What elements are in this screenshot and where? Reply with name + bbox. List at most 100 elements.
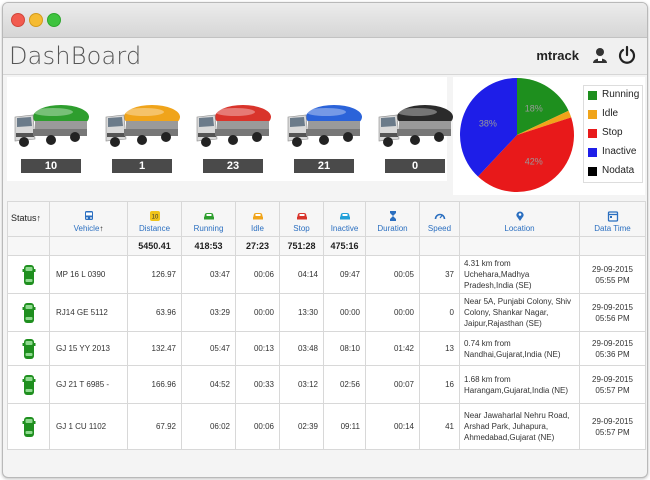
vehicle-cell: GJ 15 YY 2013 [49,331,128,366]
location-cell: 1.68 km from Harangam,Gujarat,India (NE) [459,365,580,404]
pie-slice-running[interactable] [517,78,569,135]
status-pie-chart: 18% 42% 38% Running Idle Stop Inactive Nodata [453,77,645,195]
speed-cell: 41 [419,403,460,450]
sort-arrow-icon[interactable]: ↑ [36,213,42,223]
legend-item-inactive[interactable]: Inactive [584,143,642,162]
vehicle-status-green-icon[interactable] [22,264,36,286]
vehicle-cell: GJ 21 T 6985 - [49,365,128,404]
table-row[interactable]: RJ14 GE 5112 63.96 03:29 00:00 13:30 00:00 00:… [7,293,646,332]
status-count: 23 [203,159,263,173]
column-header-distance[interactable]: 10 Distance [127,201,182,237]
legend-swatch [588,110,597,119]
column-header-speed[interactable]: Speed [419,201,460,237]
truck-status-idle[interactable]: 1 [104,95,180,175]
running-cell: 04:52 [181,365,236,404]
date-text: 29-09-2015 [592,416,633,426]
column-header-location[interactable]: Location [459,201,580,237]
total-inactive: 475:16 [323,236,366,256]
date-text: 29-09-2015 [592,374,633,384]
close-window-button[interactable] [11,13,25,27]
tanker-truck-icon [378,105,453,147]
total-stop: 751:28 [279,236,324,256]
date-text: 29-09-2015 [592,338,633,348]
truck-status-running[interactable]: 10 [13,95,89,175]
time-text: 05:56 PM [595,313,630,323]
user-icon[interactable] [591,46,609,64]
vehicle-table-container: Status↑ Vehicle↑ 10 Distance Running [7,201,646,450]
date-text: 29-09-2015 [592,264,633,274]
legend-item-stop[interactable]: Stop [584,124,642,143]
time-text: 05:36 PM [595,349,630,359]
sort-arrow-icon[interactable]: ↑ [99,224,104,233]
datetime-cell: 29-09-2015 05:57 PM [579,403,646,450]
speedometer-icon [434,213,445,220]
duration-cell: 00:07 [365,365,420,404]
maximize-window-button[interactable] [47,13,61,27]
running-cell: 03:47 [181,255,236,294]
column-header-stop[interactable]: Stop [279,201,324,237]
legend-item-idle[interactable]: Idle [584,105,642,124]
pie-label-running: 18% [525,104,543,114]
power-icon[interactable] [617,45,637,65]
column-header-duration[interactable]: Duration [365,201,420,237]
location-cell: 4.31 km from Uchehara,Madhya Pradesh,Ind… [459,255,580,294]
total-idle: 27:23 [235,236,280,256]
datetime-cell: 29-09-2015 05:56 PM [579,293,646,332]
inactive-cell: 02:56 [323,365,366,404]
total-distance: 5450.41 [127,236,182,256]
bus-icon [84,211,93,220]
time-text: 05:57 PM [595,385,630,395]
distance-cell: 166.96 [127,365,182,404]
legend-item-nodata[interactable]: Nodata [584,162,642,181]
vehicle-status-green-icon[interactable] [22,374,36,396]
truck-status-inactive[interactable]: 21 [286,95,362,175]
column-header-inactive[interactable]: Inactive [323,201,366,237]
location-header-label: Location [504,224,535,233]
time-text: 05:55 PM [595,275,630,285]
column-header-datetime[interactable]: Data Time [579,201,646,237]
pie-slice-inactive[interactable] [460,78,517,177]
table-row[interactable]: GJ 1 CU 1102 67.92 06:02 00:06 02:39 09:11 00:… [7,403,646,450]
pie-slice-idle[interactable] [517,110,572,135]
calendar-icon [607,211,618,222]
car-green-icon [203,213,214,220]
legend-swatch [588,167,597,176]
stop-cell: 13:30 [279,293,324,332]
location-cell: Near 5A, Punjabi Colony, Shiv Colony, Sh… [459,293,580,332]
running-cell: 05:47 [181,331,236,366]
tanker-truck-icon [105,105,180,147]
idle-cell: 00:13 [235,331,280,366]
totals-empty-cell [459,236,580,256]
running-cell: 06:02 [181,403,236,450]
legend-swatch [588,148,597,157]
vehicle-status-green-icon[interactable] [22,416,36,438]
svg-text:10: 10 [151,215,158,221]
column-header-idle[interactable]: Idle [235,201,280,237]
pie-slice-stop[interactable] [477,117,574,192]
totals-empty-cell [365,236,420,256]
car-red-icon [296,213,307,220]
vehicle-header-label: Vehicle [73,224,100,233]
table-row[interactable]: MP 16 L 0390 126.97 03:47 00:06 04:14 09:47 00… [7,255,646,294]
running-cell: 03:29 [181,293,236,332]
column-header-running[interactable]: Running [181,201,236,237]
truck-status-stop[interactable]: 23 [195,95,271,175]
legend-label: Inactive [602,146,637,157]
location-cell: 0.74 km from Nandhai,Gujarat,India (NE) [459,331,580,366]
column-header-status[interactable]: Status↑ [7,201,50,237]
minimize-window-button[interactable] [29,13,43,27]
app-header: DashBoard mtrack [3,38,647,75]
table-row[interactable]: GJ 21 T 6985 -166.96 04:52 00:33 03:12 02:56… [7,365,646,404]
truck-status-nodata[interactable]: 0 [377,95,453,175]
vehicle-status-green-icon[interactable] [22,302,36,324]
vehicle-status-green-icon[interactable] [22,338,36,360]
time-text: 05:57 PM [595,427,630,437]
column-header-vehicle[interactable]: Vehicle↑ [49,201,128,237]
table-row[interactable]: GJ 15 YY 2013 132.47 05:47 00:13 03:48 08:10 0… [7,331,646,366]
duration-cell: 01:42 [365,331,420,366]
legend-item-running[interactable]: Running [584,86,642,105]
status-count: 21 [294,159,354,173]
vehicle-cell: GJ 1 CU 1102 [49,403,128,450]
idle-header-label: Idle [251,224,264,233]
